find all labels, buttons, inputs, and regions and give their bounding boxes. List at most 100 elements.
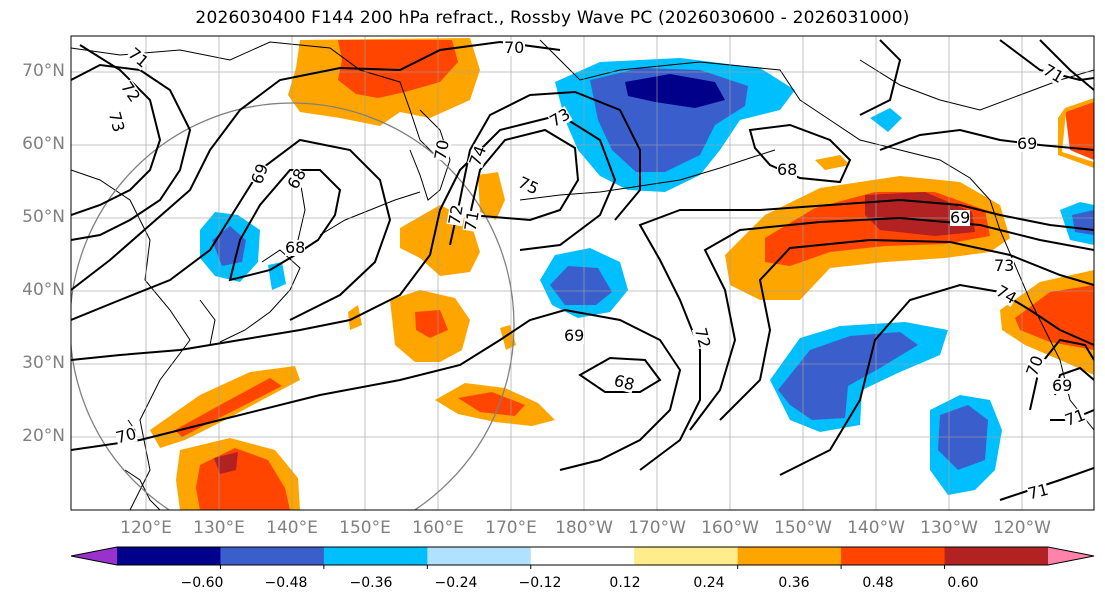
- lat-label-20n: 20°N: [22, 426, 65, 446]
- lon-label-160e: 160°E: [412, 518, 464, 538]
- coast-alaska: [539, 39, 1094, 431]
- colorbar-segments: [71, 547, 1094, 565]
- range-circle: [71, 102, 515, 510]
- colorbar-segment: [117, 547, 221, 565]
- contour-label: 68: [777, 160, 798, 179]
- contour-label: 70: [503, 38, 526, 57]
- colorbar-segment: [944, 547, 1049, 565]
- negative-anomaly-japan-core: [212, 226, 246, 266]
- map-frame: [70, 35, 1095, 511]
- colorbar-label: −0.36: [349, 575, 393, 591]
- colorbar-segment: [634, 547, 739, 565]
- colorbar-segment: [427, 547, 532, 565]
- contour-path: [779, 283, 1094, 476]
- positive-anomaly-south-japan-core: [175, 378, 282, 437]
- negative-anomaly-north-pacific-core: [625, 74, 725, 108]
- contour-path: [449, 90, 641, 246]
- contour-label: 68: [285, 238, 306, 257]
- lat-label-30n: 30°N: [22, 353, 65, 373]
- colorbar-outline: [70, 546, 1095, 566]
- lon-label-160w: 160°W: [701, 518, 759, 538]
- contour-path: [1039, 39, 1094, 91]
- graticule: [71, 36, 1094, 510]
- colorbar-segment: [220, 547, 325, 565]
- lon-label-170e: 170°E: [485, 518, 537, 538]
- colorbar-segment: [841, 547, 946, 565]
- negative-anomaly-mid-pacific-core: [550, 266, 612, 305]
- positive-anomaly-central-pacific-core: [415, 310, 448, 338]
- contour-label: 69: [950, 208, 971, 227]
- contour-label: 73: [994, 256, 1015, 275]
- contour-path: [638, 198, 1094, 471]
- lon-label-130w: 130°W: [920, 518, 978, 538]
- contour-label: 69: [1052, 376, 1073, 395]
- contour-path: [468, 128, 580, 222]
- contour-path: [71, 44, 162, 216]
- lon-label-180w: 180°W: [555, 518, 613, 538]
- contour-label: 69: [564, 326, 585, 345]
- lon-label-130e: 130°E: [193, 518, 245, 538]
- contour-path: [71, 308, 682, 471]
- positive-anomaly-small-2: [500, 325, 516, 350]
- colorbar-ticks: [219, 565, 946, 569]
- lon-label-150e: 150°E: [339, 518, 391, 538]
- colorbar-segment: [323, 547, 428, 565]
- colorbar-segment: [737, 547, 842, 565]
- colorbar-label: −0.12: [518, 575, 562, 591]
- contour-path: [859, 39, 902, 116]
- contour-path: [71, 113, 617, 361]
- positive-anomaly-alaska-east-rim: [1058, 98, 1094, 168]
- positive-anomaly-subtropical-core: [458, 392, 525, 416]
- lon-label-170w: 170°W: [628, 518, 686, 538]
- contour-path: [1029, 338, 1094, 411]
- map-title: 2026030400 F144 200 hPa refract., Rossby…: [195, 8, 910, 28]
- contour-path: [228, 169, 342, 282]
- contour-label: 69: [1017, 134, 1038, 153]
- coast-kamchatka: [409, 109, 451, 201]
- contour-path: [71, 63, 192, 241]
- contour-path: [879, 128, 1094, 151]
- coast-philippines: [124, 469, 161, 510]
- coast-japan: [219, 249, 301, 343]
- lat-label-70n: 70°N: [22, 61, 65, 81]
- contour-path: [71, 138, 392, 321]
- contour-path: [71, 40, 561, 291]
- positive-anomaly-kamchatka-2: [478, 172, 505, 220]
- contour-path: [578, 356, 662, 393]
- positive-anomaly-california-core: [1015, 285, 1094, 350]
- colorbar-label: −0.60: [180, 575, 224, 591]
- lon-label-120e: 120°E: [120, 518, 172, 538]
- negative-anomaly-hawaii-north-core: [778, 332, 918, 420]
- contour-path: [689, 216, 1094, 431]
- negative-anomaly-southeast-core: [938, 405, 988, 470]
- contours: [71, 39, 1094, 501]
- colorbar-label: 0.48: [862, 575, 894, 591]
- colorbar-label: 0.24: [693, 575, 725, 591]
- coast-korea: [199, 299, 216, 346]
- colorbar-segment: [530, 547, 635, 565]
- positive-anomaly-philippines-deep: [214, 452, 238, 474]
- colorbar-label: −0.24: [434, 575, 478, 591]
- anomaly-shading: [150, 38, 1094, 510]
- lon-label-120w: 120°W: [993, 518, 1051, 538]
- colorbar-label: 0.12: [609, 575, 641, 591]
- negative-anomaly-gulf-alaska: [870, 108, 902, 132]
- colorbar-label: −0.48: [264, 575, 308, 591]
- lat-label-60n: 60°N: [22, 134, 65, 154]
- coast-kuril: [319, 191, 421, 236]
- lon-label-140e: 140°E: [266, 518, 318, 538]
- colorbar-extend-low: [71, 547, 117, 565]
- lat-label-50n: 50°N: [22, 207, 65, 227]
- coast-asia-north: [71, 41, 441, 161]
- contour-path: [748, 123, 852, 184]
- lat-label-40n: 40°N: [22, 280, 65, 300]
- colorbar-label: 0.60: [947, 575, 979, 591]
- coast-aleutians: [519, 149, 776, 201]
- positive-anomaly-bering: [815, 155, 850, 170]
- colorbar-extend-high: [1048, 547, 1094, 565]
- contour-path: [719, 238, 1094, 421]
- lon-label-140w: 140°W: [847, 518, 905, 538]
- lon-label-150w: 150°W: [774, 518, 832, 538]
